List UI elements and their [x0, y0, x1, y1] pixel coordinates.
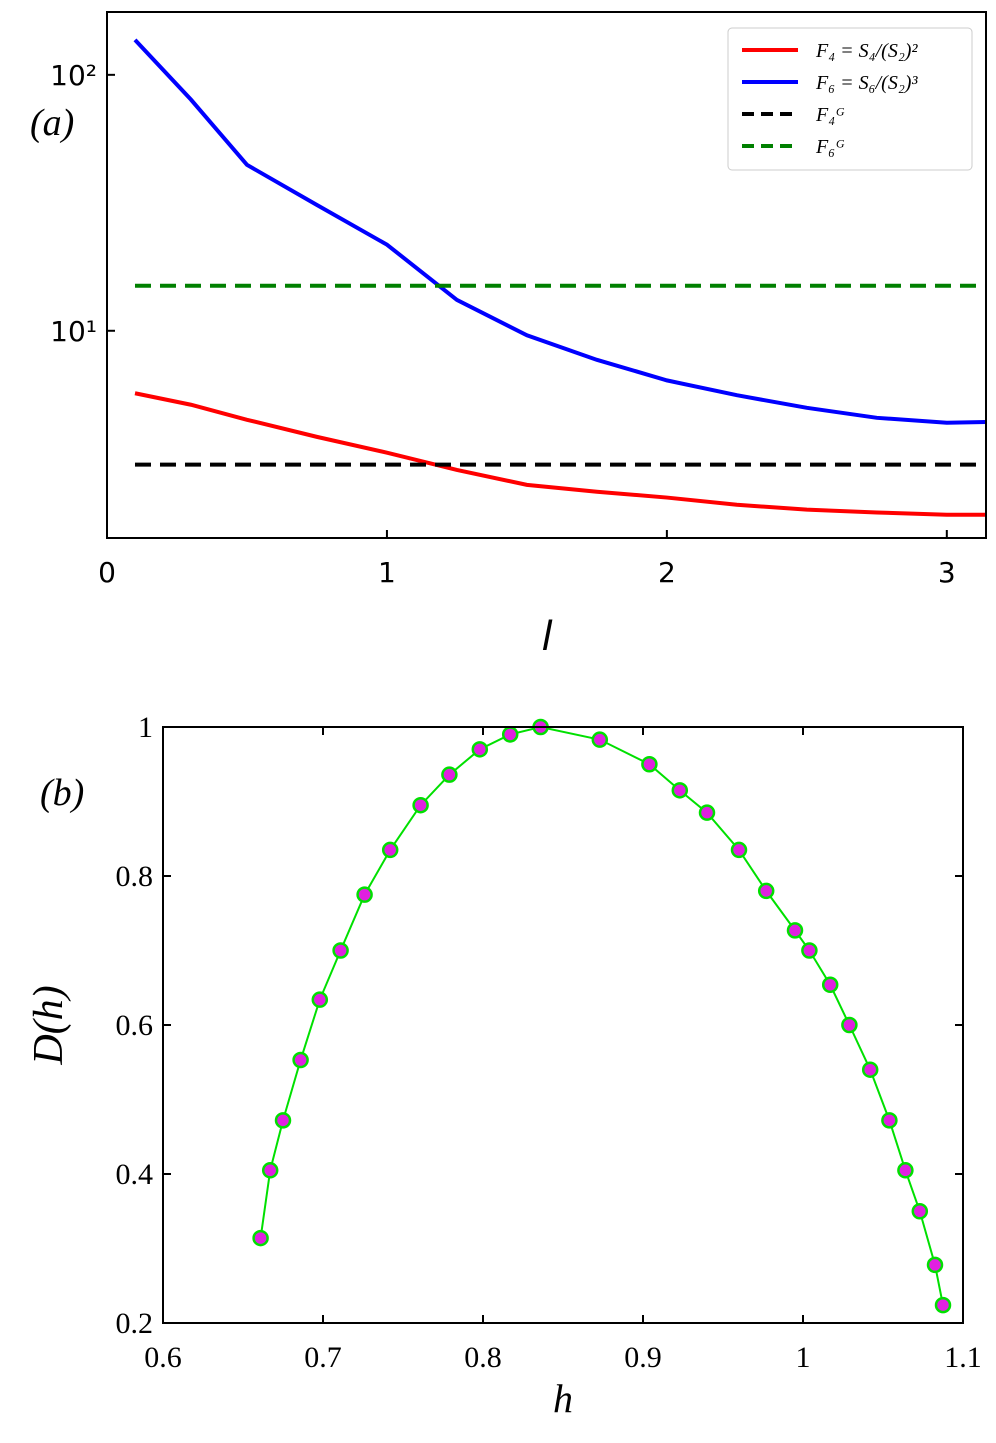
y-tick-label: 0.2: [116, 1307, 154, 1340]
x-tick-label: 0.7: [304, 1341, 342, 1374]
legend-label: F₄ᴳ: [815, 104, 845, 126]
legend-label: F₄ = S₄/(S₂)²: [815, 40, 918, 62]
data-point: [934, 1296, 952, 1314]
x-tick-label: 1: [796, 1341, 811, 1374]
data-point: [801, 942, 818, 959]
data-point: [412, 796, 429, 814]
legend-box: [727, 27, 973, 171]
x-tick-label: 1: [378, 556, 396, 589]
data-point: [471, 741, 489, 758]
y-tick-label: 0.6: [116, 1009, 154, 1042]
y-tick-label: 0.8: [116, 860, 154, 893]
x-tick-label: 0.8: [464, 1341, 502, 1374]
data-point: [730, 841, 748, 859]
data-point: [757, 882, 775, 900]
data-point: [926, 1256, 944, 1274]
data-point: [861, 1061, 879, 1078]
x-axis-label: l: [541, 614, 552, 660]
x-tick-label: 0: [98, 556, 116, 589]
x-tick-label: 3: [938, 556, 956, 589]
x-tick-label: 0.9: [624, 1341, 662, 1374]
data-point: [786, 922, 804, 939]
x-tick-label: 1.1: [944, 1341, 982, 1374]
data-point: [311, 991, 329, 1008]
x-tick-label: 0.6: [144, 1341, 182, 1374]
data-point: [252, 1229, 269, 1247]
data-point: [381, 841, 399, 859]
chart: 0.6 0.7 0.8 0.9 1 1.1 0.2 0.4 0.6 0.8 1 (b) h D(h): [26, 711, 982, 1421]
data-line: [133, 38, 987, 425]
data-line: [134, 391, 986, 517]
data-point: [671, 782, 689, 799]
data-point: [501, 726, 519, 743]
data-point: [698, 804, 716, 821]
data-line: [259, 725, 944, 1306]
data-point: [911, 1203, 929, 1220]
x-tick-label: 2: [658, 556, 676, 589]
x-axis-label: h: [553, 1376, 573, 1421]
y-tick-label: 10¹: [50, 315, 97, 348]
y-tick-label: 10²: [50, 59, 97, 92]
y-axis-label: D(h): [26, 985, 72, 1065]
panel-label: (a): [30, 102, 74, 144]
data-point: [274, 1112, 292, 1129]
legend-label: F₆ᴳ: [815, 136, 845, 158]
data-point: [897, 1162, 914, 1179]
data-point: [881, 1112, 898, 1129]
data-point: [292, 1051, 309, 1069]
data-point: [356, 886, 373, 903]
data-point: [332, 942, 349, 959]
y-tick-label: 0.4: [116, 1158, 154, 1191]
data-point: [821, 976, 839, 994]
data-point: [641, 756, 658, 773]
y-tick-label: 1: [138, 711, 153, 744]
data-point: [841, 1016, 858, 1034]
data-point: [441, 766, 458, 783]
panel-label: (b): [40, 772, 84, 814]
data-point: [261, 1162, 279, 1179]
legend-label: F₆ = S₆/(S₂)³: [815, 72, 918, 94]
plot-frame: [106, 11, 987, 539]
data-point: [591, 731, 609, 748]
chart: 0 1 2 3 10¹ 10² (a) l F₄ = S₄/(S₂)² F₆ = S₆/(S₂)³…: [30, 11, 987, 660]
